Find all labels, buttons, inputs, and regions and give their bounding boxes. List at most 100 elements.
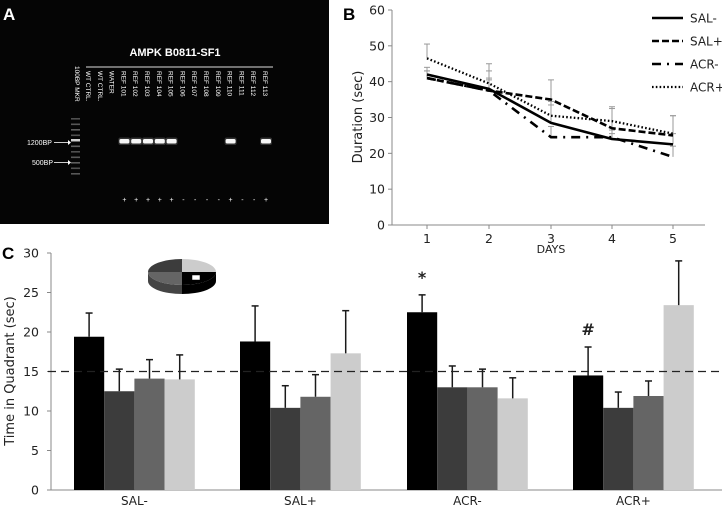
bar bbox=[300, 396, 331, 490]
pcr-band-glow bbox=[142, 137, 154, 145]
y-tick-label: 50 bbox=[369, 38, 385, 53]
pcr-band bbox=[166, 139, 177, 144]
pcr-band-glow bbox=[224, 137, 237, 145]
category-label: SAL+ bbox=[284, 494, 317, 508]
gel-background bbox=[0, 0, 329, 224]
legend-label: SAL+ bbox=[690, 35, 722, 49]
lane-label: REF 108 bbox=[202, 71, 209, 97]
genotype-mark: - bbox=[218, 197, 221, 204]
pcr-band bbox=[261, 139, 271, 144]
pie-quadrant-2 bbox=[148, 259, 182, 272]
lane-label: WATER bbox=[108, 71, 115, 94]
ladder-band bbox=[71, 151, 80, 153]
x-tick-label: 1 bbox=[423, 231, 431, 246]
quadrant-pie-icon bbox=[148, 259, 216, 294]
arrowhead-1200 bbox=[68, 140, 71, 145]
pie-quadrant-4 bbox=[182, 259, 216, 272]
size-label-1200: 1200BP bbox=[27, 140, 52, 147]
significance-marker: # bbox=[581, 320, 594, 339]
lane-label: REF 102 bbox=[131, 71, 138, 97]
pcr-band-glow bbox=[153, 137, 166, 145]
ladder-band bbox=[71, 156, 80, 159]
lane-label: REF 112 bbox=[249, 71, 256, 97]
lane-label: REF 103 bbox=[143, 71, 150, 97]
panel-a-letter: A bbox=[3, 5, 15, 24]
y-tick-label: 30 bbox=[23, 246, 39, 261]
ladder-band-1200 bbox=[71, 139, 80, 142]
arrowhead-500 bbox=[68, 160, 71, 165]
bar bbox=[663, 305, 694, 490]
legend-label: ACR- bbox=[690, 58, 719, 72]
lane-label: REF 113 bbox=[261, 71, 268, 97]
genotype-mark: - bbox=[194, 197, 197, 204]
genotype-mark: + bbox=[158, 197, 162, 204]
y-tick-label: 10 bbox=[369, 182, 385, 197]
bar bbox=[573, 375, 604, 490]
ladder-band bbox=[71, 162, 80, 164]
y-tick-label: 40 bbox=[369, 74, 385, 89]
genotype-mark: + bbox=[229, 197, 233, 204]
x-tick-label: 3 bbox=[547, 231, 555, 246]
pcr-band bbox=[225, 139, 236, 144]
bar bbox=[240, 341, 271, 490]
y-tick-label: 5 bbox=[31, 443, 39, 458]
x-tick-label: 5 bbox=[669, 231, 677, 246]
category-label: ACR+ bbox=[616, 494, 651, 508]
panel-b-letter: B bbox=[343, 5, 355, 24]
lane-label: WT CTRL. bbox=[84, 71, 91, 102]
marker-lane-label: 100BP MKR bbox=[73, 66, 80, 102]
genotype-mark: + bbox=[146, 197, 150, 204]
y-tick-label: 15 bbox=[23, 364, 39, 379]
pcr-band bbox=[131, 139, 142, 144]
category-label: SAL- bbox=[121, 494, 148, 508]
bar bbox=[134, 378, 165, 490]
lane-label: REF 111 bbox=[237, 71, 244, 96]
bar bbox=[497, 398, 528, 490]
panel-a-gel: A AMPK B0811-SF1 WT CTRL. WT CTRL. WATER RE… bbox=[0, 0, 329, 224]
lane-label: REF 110 bbox=[226, 71, 233, 97]
y-tick-label: 10 bbox=[23, 404, 39, 419]
y-axis-label: Duration (sec) bbox=[351, 71, 366, 164]
bar bbox=[74, 336, 105, 490]
pie-quadrant-3 bbox=[148, 272, 182, 285]
pie-side-right bbox=[182, 272, 216, 294]
lane-label: REF 109 bbox=[214, 71, 221, 97]
bar bbox=[407, 312, 438, 490]
pcr-band bbox=[154, 139, 165, 144]
ladder-band bbox=[71, 123, 80, 126]
y-tick-label: 20 bbox=[369, 146, 385, 161]
bar bbox=[437, 387, 468, 490]
ladder-band bbox=[71, 134, 80, 137]
pcr-band-glow bbox=[260, 137, 272, 145]
y-tick-label: 20 bbox=[23, 325, 39, 340]
bar bbox=[164, 379, 195, 490]
size-label-500: 500BP bbox=[32, 160, 53, 167]
bar bbox=[104, 391, 135, 490]
lane-label: REF 105 bbox=[167, 71, 174, 97]
gel-title: AMPK B0811-SF1 bbox=[129, 47, 220, 59]
genotype-mark: + bbox=[170, 197, 174, 204]
bar bbox=[270, 407, 301, 490]
ladder-band bbox=[71, 167, 80, 170]
y-axis-label: Time in Quadrant (sec) bbox=[3, 296, 18, 446]
lane-label: REF 101 bbox=[119, 71, 126, 97]
pcr-band bbox=[143, 139, 153, 144]
lane-label: REF 104 bbox=[155, 71, 162, 97]
legend-label: SAL- bbox=[690, 12, 717, 26]
x-axis-label: DAYS bbox=[537, 243, 566, 256]
ladder-band bbox=[71, 129, 80, 131]
lane-label: WT CTRL. bbox=[96, 71, 103, 102]
series-line-salminus bbox=[426, 73, 674, 146]
pcr-band bbox=[119, 139, 130, 144]
significance-marker: * bbox=[418, 268, 427, 287]
genotype-mark: - bbox=[253, 197, 256, 204]
panel-c-letter: C bbox=[2, 244, 14, 263]
y-tick-label: 25 bbox=[23, 285, 39, 300]
panel-c-bar-chart: C 0 5 10 15 20 25 30 Time in Quadrant (sec) SAL-… bbox=[2, 244, 722, 508]
ladder-band bbox=[71, 145, 80, 148]
lane-label: REF 107 bbox=[190, 71, 197, 97]
ladder-band bbox=[71, 118, 80, 120]
bar bbox=[330, 353, 361, 490]
y-tick-label: 30 bbox=[369, 110, 385, 125]
